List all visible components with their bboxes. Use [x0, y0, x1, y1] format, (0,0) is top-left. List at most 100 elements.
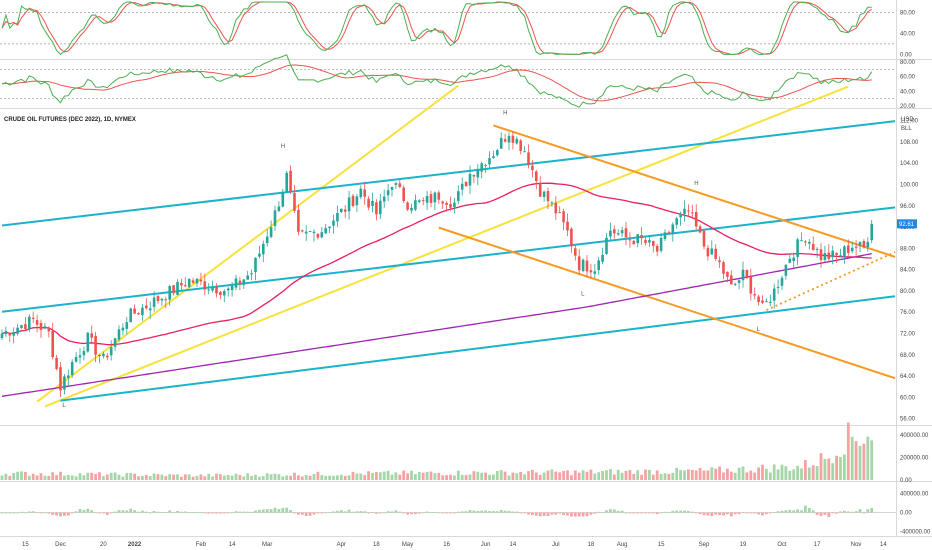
candle-body	[706, 247, 710, 257]
x-axis-tick: 16	[443, 542, 450, 548]
candle-body	[180, 283, 183, 286]
orange-dotted-support-line	[766, 251, 896, 311]
volume-axis-tick: 0.00	[900, 478, 912, 484]
x-axis-tick: May	[402, 542, 413, 548]
candle-body	[238, 280, 242, 285]
candle-body	[102, 353, 105, 357]
volume-bar	[382, 471, 386, 480]
osc-bar	[343, 511, 347, 513]
candle-body	[398, 183, 402, 188]
candle-body	[730, 275, 733, 285]
candle-body	[191, 280, 195, 283]
candle-body	[449, 204, 452, 208]
candle-body	[371, 201, 374, 207]
candle-body	[16, 327, 19, 334]
candle-body	[176, 281, 179, 295]
osc-bar	[0, 512, 4, 514]
volume-bar	[219, 474, 222, 480]
volume-bar	[663, 473, 667, 480]
x-axis-tick: 20	[100, 542, 107, 548]
candle-body	[277, 206, 281, 212]
osc-bar	[726, 512, 729, 515]
candle-body	[437, 192, 441, 200]
unit-label: BLL	[901, 126, 912, 132]
osc-bar	[66, 512, 70, 516]
candle-body	[379, 200, 382, 215]
candle-body	[453, 202, 456, 208]
volume-bar	[726, 468, 729, 480]
candle-body	[702, 230, 706, 247]
volume-bar	[577, 472, 581, 480]
volume-bar	[702, 470, 706, 480]
volume-bar	[456, 470, 460, 480]
osc-bar	[332, 511, 335, 513]
volume-bar	[242, 476, 246, 480]
volume-bar	[187, 474, 191, 480]
candle-body	[47, 327, 51, 332]
osc-bar	[293, 512, 296, 514]
volume-bar	[839, 457, 842, 480]
volume-bar	[807, 467, 811, 480]
osc-bar	[39, 512, 43, 514]
osc-bar	[464, 511, 468, 513]
volume-bar	[308, 475, 312, 480]
osc-bar	[27, 511, 31, 513]
candle-body	[784, 264, 788, 276]
candle-body	[343, 209, 347, 212]
volume-bar	[609, 469, 612, 480]
candle-body	[683, 208, 686, 214]
volume-bar	[441, 475, 445, 480]
osc-bar	[445, 512, 448, 514]
volume-bar	[410, 470, 413, 480]
candle-body	[464, 181, 468, 187]
volume-bar	[199, 474, 203, 480]
osc-bar	[484, 510, 487, 513]
osc-axis-tick: 0.00	[900, 511, 912, 517]
volume-bar	[558, 472, 562, 480]
candle-body	[223, 291, 226, 296]
volume-bar	[737, 467, 741, 480]
volume-bar	[160, 474, 164, 480]
candle-body	[258, 253, 261, 257]
candle-body	[207, 289, 210, 291]
price-axis-tick: 96.00	[900, 204, 916, 210]
osc-bar	[156, 511, 160, 513]
osc-bar	[133, 510, 136, 513]
candle-body	[265, 236, 269, 244]
candle-body	[304, 231, 308, 234]
osc-bar	[195, 512, 199, 514]
osc-bar	[117, 510, 121, 513]
candle-body	[659, 237, 663, 251]
candle-body	[624, 228, 628, 238]
volume-bar	[866, 436, 870, 480]
osc-bar	[488, 511, 491, 513]
osc-bar	[304, 512, 308, 516]
osc-bar	[854, 511, 858, 513]
osc-bar	[768, 512, 772, 514]
candle-body	[597, 260, 600, 271]
candle-body	[172, 285, 175, 294]
candle-body	[219, 291, 222, 296]
candle-body	[285, 172, 288, 193]
volume-bar	[74, 476, 78, 480]
osc-bar	[359, 511, 363, 513]
osc-bar	[211, 512, 214, 514]
osc-bar	[460, 511, 464, 513]
osc-bar	[148, 512, 152, 514]
volume-bar	[20, 471, 23, 480]
volume-bar	[527, 471, 530, 480]
candle-body	[308, 230, 312, 232]
candle-body	[733, 283, 737, 285]
osc-bar	[870, 507, 874, 513]
osc-bar	[78, 508, 82, 513]
candle-body	[792, 257, 795, 262]
osc-bar	[573, 512, 577, 517]
volume-bar	[347, 475, 351, 480]
osc-bar	[538, 512, 542, 517]
osc-bar	[503, 510, 507, 513]
candle-body	[519, 140, 522, 151]
candle-body	[811, 243, 815, 251]
osc-bar	[113, 511, 117, 513]
volume-bar	[351, 471, 355, 480]
candle-body	[86, 332, 90, 352]
